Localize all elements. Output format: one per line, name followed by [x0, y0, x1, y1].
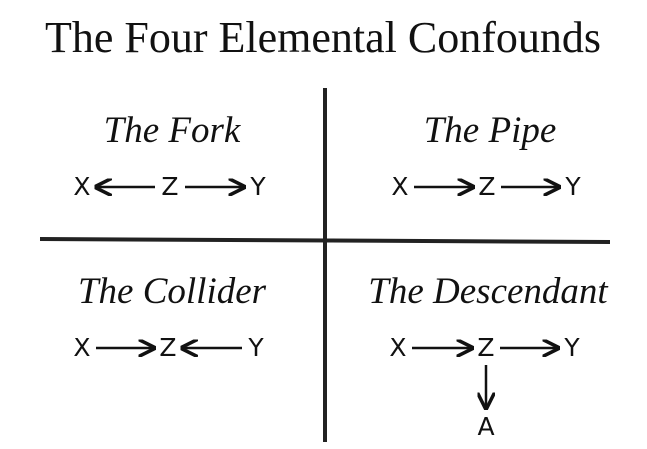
node: Z: [477, 333, 494, 362]
node: Z: [159, 333, 176, 362]
quadrant-title: The Collider: [78, 271, 267, 312]
node: Y: [564, 172, 581, 201]
node: Y: [563, 333, 580, 362]
quadrant-title: The Fork: [104, 110, 241, 151]
quadrant-title: The Pipe: [424, 110, 557, 151]
node: X: [73, 333, 90, 362]
node: Z: [161, 172, 178, 201]
node: Z: [478, 172, 495, 201]
node: X: [73, 172, 90, 201]
node: Y: [249, 172, 266, 201]
title: The Four Elemental Confounds: [45, 13, 601, 62]
quadrant-title: The Descendant: [368, 271, 609, 312]
node: X: [391, 172, 408, 201]
node: A: [477, 412, 494, 441]
node: Y: [247, 333, 264, 362]
node: X: [389, 333, 406, 362]
divider-horizontal: [39, 237, 611, 244]
